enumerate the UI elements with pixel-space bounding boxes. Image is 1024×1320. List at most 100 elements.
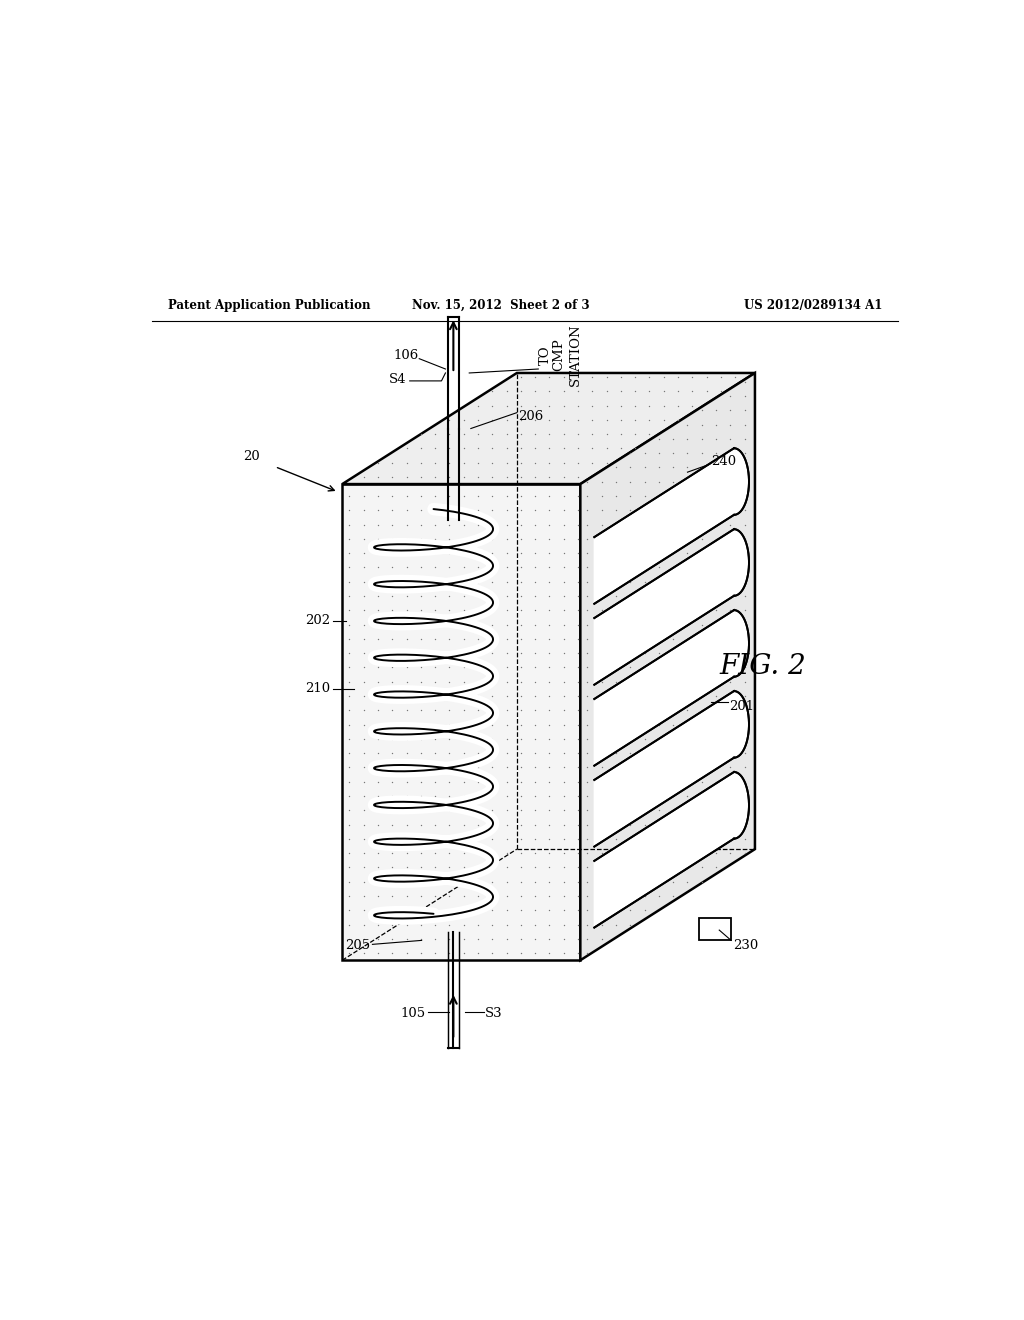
Point <box>470 871 486 892</box>
Point <box>355 614 372 635</box>
Point <box>384 557 400 578</box>
Point <box>580 756 596 777</box>
Point <box>598 409 614 430</box>
Point <box>341 557 357 578</box>
Point <box>580 528 596 549</box>
Point <box>441 572 458 593</box>
Point <box>456 785 472 807</box>
Point <box>708 828 724 849</box>
Point <box>542 886 558 907</box>
Point <box>736 414 753 436</box>
Point <box>499 871 515 892</box>
Point <box>413 814 429 836</box>
Point <box>456 543 472 564</box>
Point <box>736 572 753 593</box>
Point <box>736 486 753 507</box>
Point <box>499 814 515 836</box>
Point <box>679 557 695 578</box>
Point <box>708 643 724 664</box>
Point <box>513 800 529 821</box>
Point <box>637 800 653 821</box>
Point <box>555 395 571 416</box>
Point <box>384 771 400 792</box>
Point <box>427 714 443 735</box>
Point <box>370 857 386 878</box>
Point <box>542 800 558 821</box>
Point <box>623 700 639 721</box>
Point <box>542 743 558 764</box>
Point <box>341 729 357 750</box>
Point <box>650 886 667 907</box>
Point <box>594 671 610 692</box>
Point <box>650 785 667 807</box>
Point <box>513 928 529 949</box>
Point <box>594 528 610 549</box>
Point <box>736 614 753 635</box>
Point <box>427 543 443 564</box>
Point <box>722 585 738 606</box>
Point <box>722 543 738 564</box>
Point <box>413 928 429 949</box>
Point <box>693 513 710 535</box>
Point <box>513 714 529 735</box>
Point <box>637 756 653 777</box>
Point <box>527 438 544 459</box>
Point <box>384 729 400 750</box>
Point <box>542 409 558 430</box>
Point <box>641 395 657 416</box>
Point <box>612 438 629 459</box>
Point <box>637 643 653 664</box>
Point <box>441 451 458 473</box>
Point <box>555 842 571 863</box>
Point <box>679 528 695 549</box>
Point <box>384 643 400 664</box>
Point <box>708 771 724 792</box>
Point <box>608 457 625 478</box>
Point <box>722 442 738 463</box>
Point <box>370 466 386 487</box>
Point <box>670 380 686 401</box>
Point <box>693 572 710 593</box>
Point <box>641 367 657 388</box>
Point <box>594 928 610 949</box>
Point <box>708 599 724 620</box>
Point <box>484 928 501 949</box>
Point <box>693 756 710 777</box>
Point <box>637 557 653 578</box>
Point <box>623 743 639 764</box>
Point <box>542 528 558 549</box>
Point <box>598 380 614 401</box>
Point <box>398 928 415 949</box>
Point <box>555 486 571 507</box>
Point <box>693 814 710 836</box>
Point <box>650 471 667 492</box>
Point <box>499 614 515 635</box>
Point <box>722 513 738 535</box>
Point <box>594 614 610 635</box>
Point <box>441 886 458 907</box>
Point <box>499 671 515 692</box>
Point <box>623 528 639 549</box>
Point <box>470 438 486 459</box>
Point <box>665 800 681 821</box>
Point <box>413 942 429 964</box>
Point <box>370 756 386 777</box>
Point <box>608 886 625 907</box>
Point <box>594 886 610 907</box>
Point <box>542 857 558 878</box>
Point <box>355 557 372 578</box>
Point <box>637 599 653 620</box>
Point <box>580 572 596 593</box>
Point <box>594 572 610 593</box>
Point <box>441 913 458 935</box>
Point <box>650 814 667 836</box>
Point <box>650 842 667 863</box>
Point <box>370 599 386 620</box>
Point <box>456 814 472 836</box>
Point <box>513 380 529 401</box>
Point <box>627 395 643 416</box>
Point <box>722 800 738 821</box>
Point <box>555 800 571 821</box>
Point <box>398 438 415 459</box>
Point <box>569 771 586 792</box>
